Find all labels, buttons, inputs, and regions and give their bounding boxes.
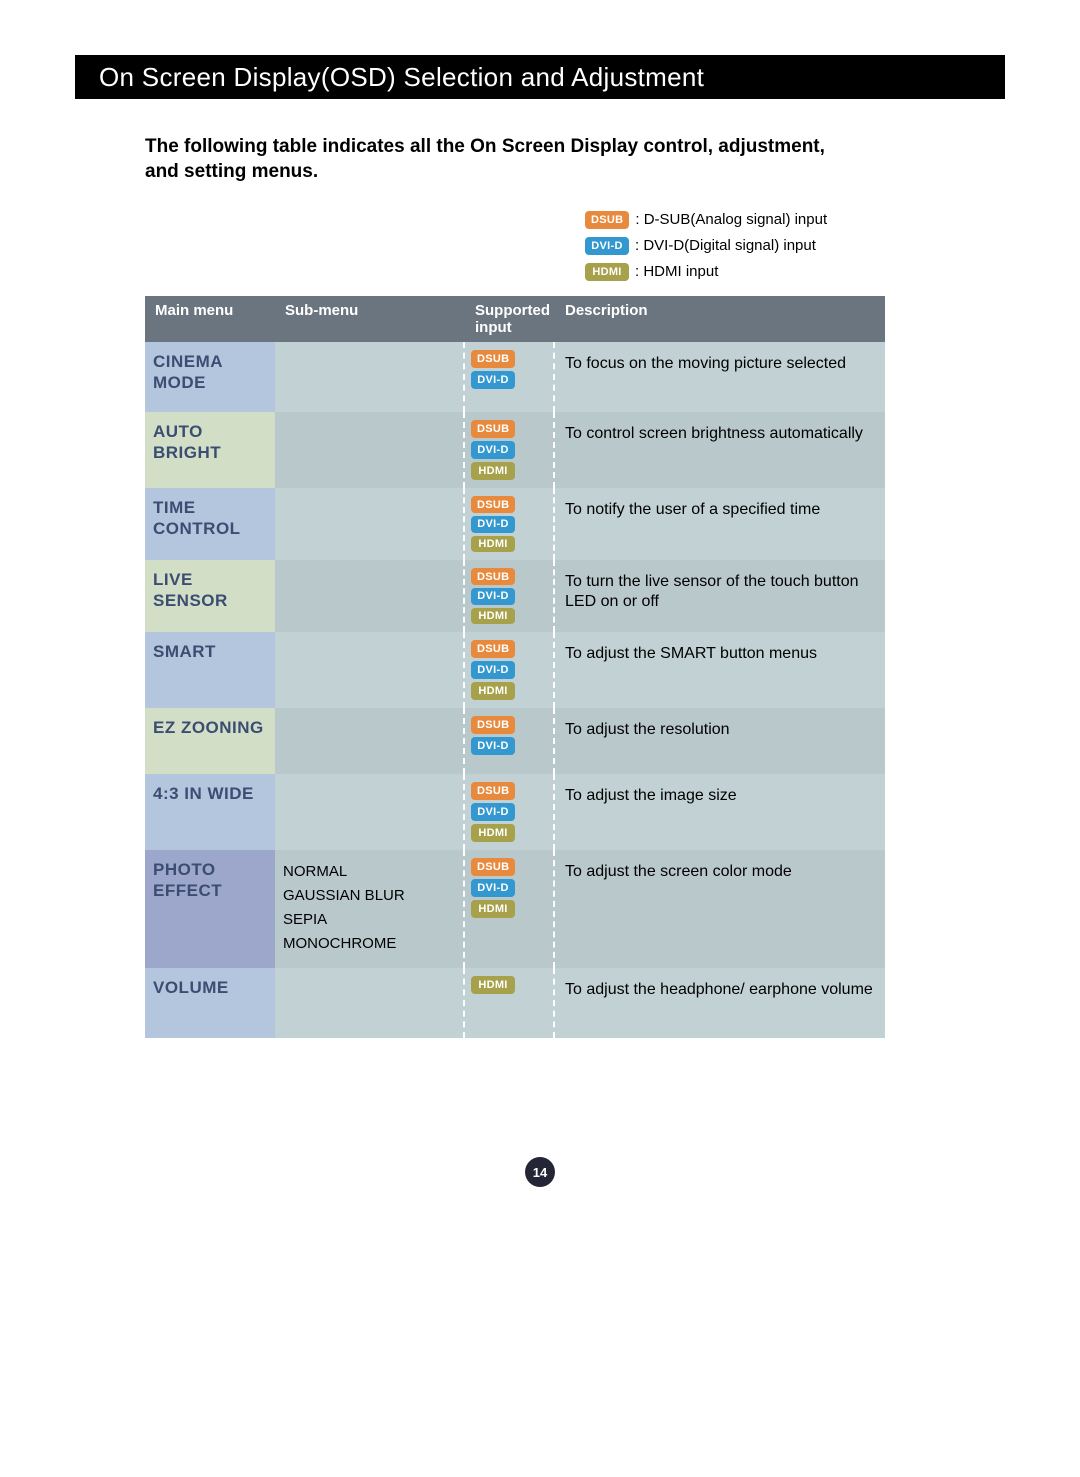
hdmi-badge: HDMI: [585, 263, 629, 281]
legend: DSUB : D-SUB(Analog signal) inputDVI-D :…: [585, 208, 1005, 284]
dvid-badge: DVI-D: [471, 661, 515, 679]
table-row: SMART DSUB DVI-D HDMI To adjust the SMART bu…: [145, 632, 885, 708]
hdmi-badge: HDMI: [471, 900, 515, 918]
table-row: EZ ZOONING DSUB DVI-D To adjust the resolut…: [145, 708, 885, 774]
cell-description: To adjust the resolution: [555, 708, 885, 774]
legend-row: DVI-D : DVI-D(Digital signal) input: [585, 234, 1005, 258]
cell-supported-input: DSUB DVI-D: [465, 708, 555, 774]
cell-description: To turn the live sensor of the touch but…: [555, 560, 885, 632]
cell-supported-input: DSUB DVI-D HDMI: [465, 850, 555, 968]
dvid-badge: DVI-D: [585, 237, 629, 255]
table-row: VOLUME HDMI To adjust the headphone/ earph…: [145, 968, 885, 1038]
cell-sub-menu: [275, 488, 465, 560]
legend-text: : DVI-D(Digital signal) input: [635, 234, 816, 258]
cell-supported-input: DSUB DVI-D: [465, 342, 555, 412]
cell-description: To control screen brightness automatical…: [555, 412, 885, 488]
dvid-badge: DVI-D: [471, 879, 515, 897]
dvid-badge: DVI-D: [471, 803, 515, 821]
hdmi-badge: HDMI: [471, 682, 515, 700]
page-title-band: On Screen Display(OSD) Selection and Adj…: [75, 55, 1005, 99]
dvid-badge: DVI-D: [471, 588, 515, 605]
cell-sub-menu: [275, 560, 465, 632]
cell-description: To focus on the moving picture selected: [555, 342, 885, 412]
cell-supported-input: DSUB DVI-D HDMI: [465, 560, 555, 632]
dvid-badge: DVI-D: [471, 371, 515, 389]
cell-main-menu: 4:3 IN WIDE: [145, 774, 275, 850]
legend-text: : HDMI input: [635, 260, 718, 284]
cell-supported-input: HDMI: [465, 968, 555, 1038]
sub-menu-item: Monochrome: [283, 932, 455, 956]
cell-supported-input: DSUB DVI-D HDMI: [465, 632, 555, 708]
dsub-badge: DSUB: [471, 420, 515, 438]
legend-text: : D-SUB(Analog signal) input: [635, 208, 827, 232]
dvid-badge: DVI-D: [471, 737, 515, 755]
table-row: TIME CONTROL DSUB DVI-D HDMI To notify the u…: [145, 488, 885, 560]
cell-main-menu: VOLUME: [145, 968, 275, 1038]
cell-description: To adjust the screen color mode: [555, 850, 885, 968]
cell-main-menu: LIVE SENSOR: [145, 560, 275, 632]
page-title: On Screen Display(OSD) Selection and Adj…: [99, 62, 704, 93]
cell-main-menu: AUTO BRIGHT: [145, 412, 275, 488]
cell-supported-input: DSUB DVI-D HDMI: [465, 412, 555, 488]
dsub-badge: DSUB: [585, 211, 629, 229]
dsub-badge: DSUB: [471, 782, 515, 800]
cell-sub-menu: [275, 708, 465, 774]
cell-supported-input: DSUB DVI-D HDMI: [465, 488, 555, 560]
table-header: Main menu Sub-menu Supported input Descr…: [145, 296, 885, 342]
sub-menu-item: Gaussian blur: [283, 884, 455, 908]
hdmi-badge: HDMI: [471, 462, 515, 480]
dsub-badge: DSUB: [471, 716, 515, 734]
cell-description: To notify the user of a specified time: [555, 488, 885, 560]
th-main: Main menu: [145, 296, 275, 342]
table-row: PHOTO EFFECTNormalGaussian blurSepiaMono…: [145, 850, 885, 968]
hdmi-badge: HDMI: [471, 536, 515, 553]
cell-main-menu: PHOTO EFFECT: [145, 850, 275, 968]
cell-sub-menu: [275, 968, 465, 1038]
hdmi-badge: HDMI: [471, 608, 515, 625]
cell-sub-menu: [275, 632, 465, 708]
table-body: CINEMA MODE DSUB DVI-D To focus on the movi…: [145, 342, 885, 1038]
cell-description: To adjust the SMART button menus: [555, 632, 885, 708]
legend-row: HDMI : HDMI input: [585, 260, 1005, 284]
legend-row: DSUB : D-SUB(Analog signal) input: [585, 208, 1005, 232]
cell-description: To adjust the image size: [555, 774, 885, 850]
sub-menu-item: Sepia: [283, 908, 455, 932]
sub-menu-item: Normal: [283, 860, 455, 884]
cell-supported-input: DSUB DVI-D HDMI: [465, 774, 555, 850]
dsub-badge: DSUB: [471, 350, 515, 368]
page-number: 14: [525, 1157, 555, 1187]
cell-main-menu: TIME CONTROL: [145, 488, 275, 560]
dsub-badge: DSUB: [471, 858, 515, 876]
cell-main-menu: SMART: [145, 632, 275, 708]
hdmi-badge: HDMI: [471, 824, 515, 842]
table-row: AUTO BRIGHT DSUB DVI-D HDMI To control scree…: [145, 412, 885, 488]
th-sub: Sub-menu: [275, 296, 465, 342]
cell-sub-menu: NormalGaussian blurSepiaMonochrome: [275, 850, 465, 968]
osd-table: Main menu Sub-menu Supported input Descr…: [145, 296, 885, 1038]
table-row: LIVE SENSOR DSUB DVI-D HDMI To turn the live…: [145, 560, 885, 632]
cell-sub-menu: [275, 774, 465, 850]
dsub-badge: DSUB: [471, 640, 515, 658]
cell-main-menu: EZ ZOONING: [145, 708, 275, 774]
th-desc: Description: [555, 296, 885, 342]
dsub-badge: DSUB: [471, 496, 515, 513]
intro-text: The following table indicates all the On…: [145, 135, 845, 184]
table-row: 4:3 IN WIDE DSUB DVI-D HDMI To adjust the im…: [145, 774, 885, 850]
table-row: CINEMA MODE DSUB DVI-D To focus on the movi…: [145, 342, 885, 412]
dvid-badge: DVI-D: [471, 441, 515, 459]
dvid-badge: DVI-D: [471, 516, 515, 533]
th-inp: Supported input: [465, 296, 555, 342]
hdmi-badge: HDMI: [471, 976, 515, 994]
cell-sub-menu: [275, 342, 465, 412]
cell-main-menu: CINEMA MODE: [145, 342, 275, 412]
cell-description: To adjust the headphone/ earphone volume: [555, 968, 885, 1038]
dsub-badge: DSUB: [471, 568, 515, 585]
cell-sub-menu: [275, 412, 465, 488]
